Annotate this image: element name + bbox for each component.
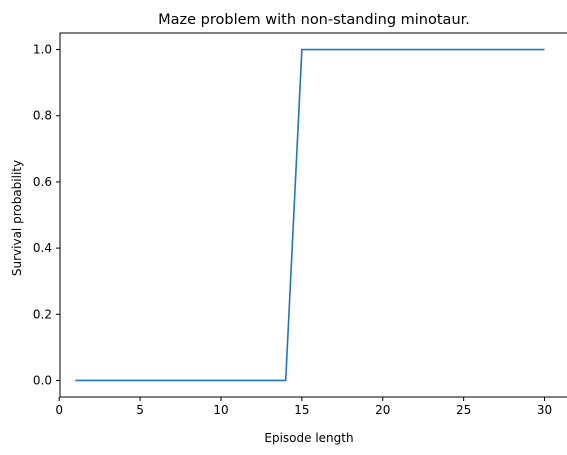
series-layer	[75, 48, 545, 382]
x-tick-label: 15	[294, 403, 309, 417]
y-tick-label: 1.0	[33, 43, 52, 57]
x-tick-label: 25	[456, 403, 471, 417]
x-axis-label: Episode length	[264, 431, 353, 445]
x-tick-label: 10	[213, 403, 228, 417]
y-tick-label: 0.0	[33, 373, 52, 387]
x-tick-label: 20	[375, 403, 390, 417]
x-tick-label: 30	[537, 403, 552, 417]
y-tick-label: 0.8	[33, 109, 52, 123]
plot-frame	[59, 32, 567, 398]
x-axis: 0 5 10 15 20 25 30	[55, 397, 552, 417]
series-line-0	[75, 48, 545, 382]
y-axis: 0.0 0.2 0.4 0.6 0.8 1.0	[33, 43, 60, 387]
y-tick-label: 0.4	[33, 241, 52, 255]
y-tick-label: 0.2	[33, 307, 52, 321]
y-tick-label: 0.6	[33, 175, 52, 189]
chart-title: Maze problem with non-standing minotaur.	[158, 12, 470, 28]
y-axis-label: Survival probability	[10, 160, 24, 276]
x-tick-label: 0	[55, 403, 63, 417]
plot-area	[59, 32, 567, 398]
x-tick-label: 5	[136, 403, 144, 417]
